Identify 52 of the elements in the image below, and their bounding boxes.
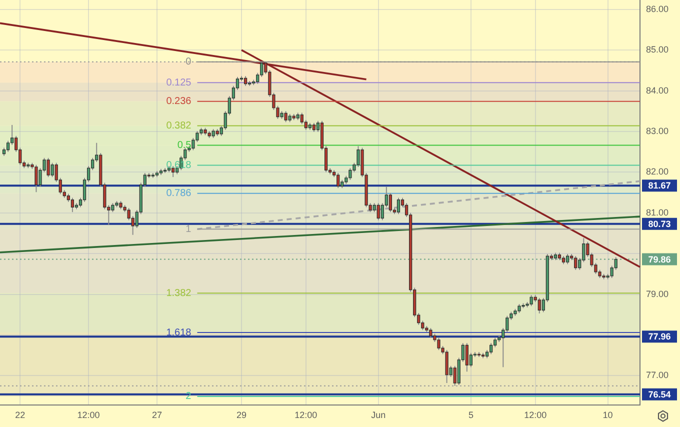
x-tick-label: 22 [15,410,26,420]
y-tick-label: 77.00 [646,370,669,380]
candlestick [445,350,448,384]
x-tick-label: 27 [152,410,162,420]
y-tick-label: 79.00 [646,288,669,299]
candlestick [566,253,570,265]
series-label: 0.786 [166,188,192,200]
series-label: 1.382 [166,288,192,299]
series-label: 1 [186,224,192,235]
x-tick-label: 5 [468,410,474,420]
y-tick-label: 83.00 [646,126,669,136]
candlestick [6,140,10,152]
candlestick [300,112,304,125]
candlestick [284,110,288,123]
y-tick-label: 84.00 [646,85,669,96]
series-label: 0.236 [166,96,192,108]
candlestick [50,162,54,178]
candlestick [429,328,432,338]
candlestick [538,297,541,314]
ref-line-label: 77.96 [648,332,671,342]
series-label: 1.618 [166,327,192,338]
y-tick-label: 85.00 [646,44,669,55]
y-tick-label: 86.00 [646,4,669,14]
x-tick-label: 10 [602,410,613,420]
candlestick [46,157,50,178]
ref-line-label: 79.86 [648,254,671,264]
series-label: 0.125 [166,77,192,88]
x-tick-label: 29 [236,410,247,420]
ref-line-label: 80.73 [648,218,671,229]
candlestick [396,197,400,215]
y-tick-label: 81.00 [646,207,669,218]
candlestick [336,172,340,189]
x-tick-label: 12:00 [77,410,100,420]
candlestick [244,76,248,86]
candlestick [465,342,468,372]
candlestick [490,342,493,355]
series-label: 0.382 [166,120,192,132]
y-tick-label: 82.00 [646,166,669,177]
candlestick [388,192,392,213]
ref-line-label: 76.54 [648,389,671,400]
candlestick [34,164,38,193]
ref-line-label: 81.67 [648,180,671,191]
candlestick [574,256,578,270]
candlestick [437,337,440,351]
x-tick-label: 12:00 [524,410,547,420]
series-label: 0 [186,56,192,68]
candlestick [70,197,74,213]
candlestick [530,294,533,307]
candlestick [376,202,380,221]
series-label: 0.5 [177,140,192,152]
x-tick-label: 12:00 [294,410,318,420]
x-tick-label: Jun [371,410,386,420]
